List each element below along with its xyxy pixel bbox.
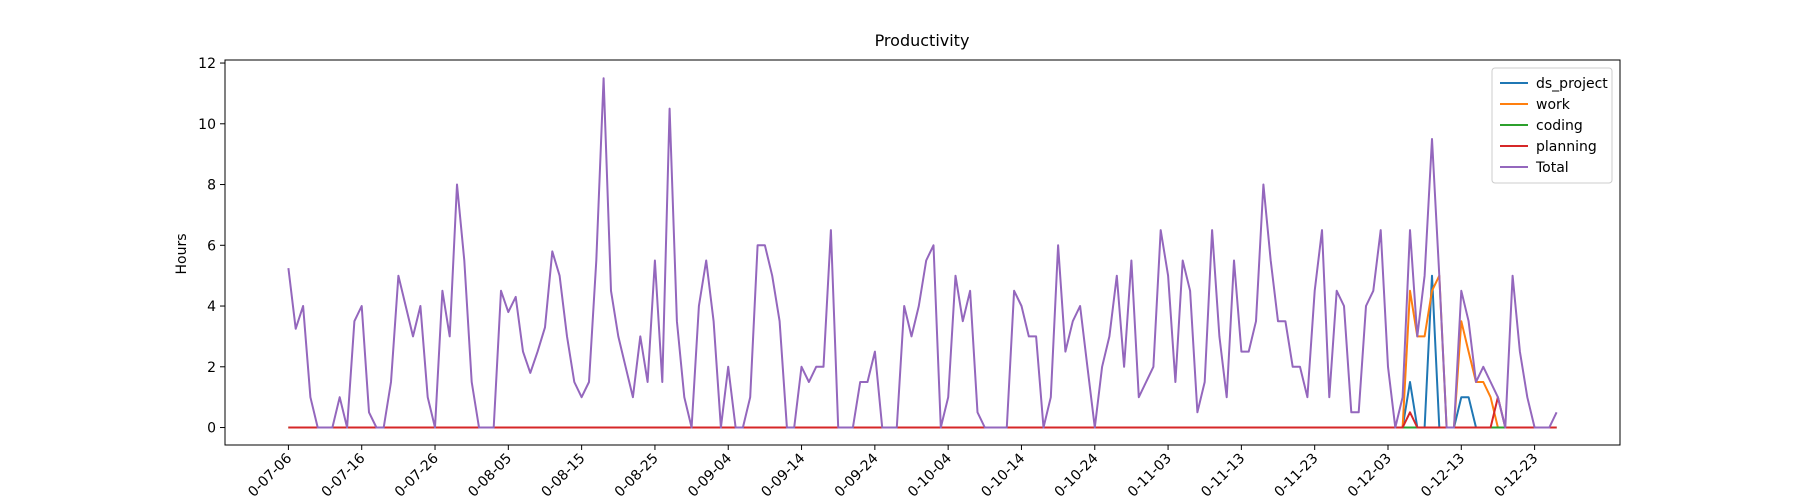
x-tick-label: 0-08-15: [539, 451, 589, 500]
x-tick-label: 0-07-16: [319, 450, 369, 500]
y-tick-label: 8: [207, 178, 216, 194]
y-tick-label: 10: [198, 117, 216, 133]
y-tick-label: 12: [198, 56, 216, 72]
x-tick-label: 0-08-25: [612, 451, 662, 500]
series-line: [288, 274, 1557, 429]
x-tick-label: 0-09-14: [758, 450, 808, 500]
y-tick-label: 6: [207, 238, 216, 254]
series-line: [288, 396, 1557, 429]
x-tick-label: 0-12-23: [1491, 451, 1541, 500]
x-tick-label: 0-12-03: [1345, 451, 1395, 500]
x-tick-label: 0-10-04: [905, 450, 955, 500]
x-tick-label: 0-11-13: [1198, 451, 1248, 500]
legend-label: planning: [1536, 139, 1597, 155]
chart-title: Productivity: [875, 31, 970, 50]
y-tick-label: 2: [207, 360, 216, 376]
legend-box: [1491, 67, 1613, 184]
legend-label: work: [1536, 97, 1571, 113]
x-tick-label: 0-09-24: [832, 450, 882, 500]
x-tick-label: 0-07-26: [392, 450, 442, 500]
series-line: [287, 77, 1558, 429]
x-tick-label: 0-10-14: [978, 450, 1028, 500]
x-tick-label: 0-11-23: [1272, 451, 1322, 500]
y-tick-label: 0: [207, 421, 216, 437]
series-line: [288, 274, 1557, 429]
x-tick-label: 0-12-13: [1418, 451, 1468, 500]
x-tick-label: 0-08-05: [465, 451, 515, 500]
plot-frame: [224, 59, 1621, 446]
x-tick-label: 0-10-24: [1052, 450, 1102, 500]
y-tick-label: 4: [207, 299, 216, 315]
x-tick-label: 0-11-03: [1125, 451, 1175, 500]
legend-label: ds_project: [1536, 76, 1608, 92]
x-tick-label: 0-07-06: [245, 450, 295, 500]
x-tick-label: 0-09-04: [685, 450, 735, 500]
legend-label: Total: [1535, 160, 1569, 176]
legend-label: coding: [1536, 118, 1583, 134]
y-axis-label: Hours: [174, 233, 190, 274]
